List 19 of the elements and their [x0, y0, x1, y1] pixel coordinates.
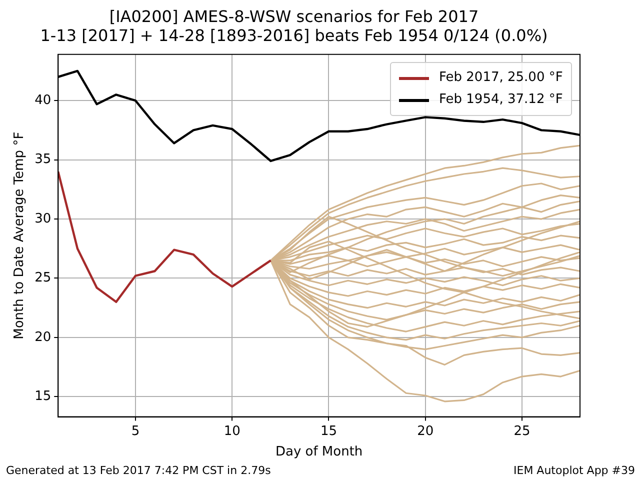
y-tick-label: 25 [34, 270, 52, 286]
y-tick-label: 40 [34, 92, 52, 108]
y-tick-label: 15 [34, 389, 52, 404]
x-tick-label: 5 [131, 424, 140, 439]
legend-label: Feb 2017, 25.00 °F [439, 69, 563, 88]
y-tick-label: 20 [34, 330, 52, 345]
legend-label: Feb 1954, 37.12 °F [439, 91, 563, 110]
text: Generated at 13 Feb 2017 7:42 PM CST in 2.79s [6, 464, 271, 477]
y-tick-label: 30 [34, 211, 52, 226]
x-tick-label: 25 [514, 424, 530, 439]
y-tick-label: 35 [34, 152, 52, 168]
chart-title: [IA0200] AMES-8-WSW scenarios for Feb 2017 [109, 6, 479, 26]
x-tick-label: 15 [320, 424, 338, 439]
x-axis-title: Day of Month [275, 444, 363, 460]
chart-subtitle: 1-13 [2017] + 14-28 [1893-2016] beats Feb 1954 0/124 (0.0%) [40, 26, 548, 45]
x-tick-label: 10 [224, 424, 240, 439]
x-tick-label: 20 [417, 424, 434, 439]
y-axis-title: Month to Date Average Temp °F [12, 132, 28, 340]
text: IEM Autoplot App #39 [514, 464, 635, 477]
